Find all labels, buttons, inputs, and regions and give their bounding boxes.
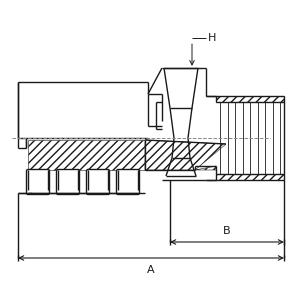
FancyBboxPatch shape	[116, 169, 140, 194]
Polygon shape	[195, 166, 216, 170]
FancyBboxPatch shape	[26, 169, 50, 194]
Polygon shape	[145, 140, 226, 170]
Polygon shape	[216, 174, 284, 180]
Polygon shape	[28, 140, 145, 170]
FancyBboxPatch shape	[86, 169, 110, 194]
Text: B: B	[223, 226, 231, 236]
FancyBboxPatch shape	[56, 169, 80, 194]
Text: A: A	[147, 265, 155, 275]
Polygon shape	[216, 96, 284, 102]
Text: H: H	[208, 33, 216, 43]
